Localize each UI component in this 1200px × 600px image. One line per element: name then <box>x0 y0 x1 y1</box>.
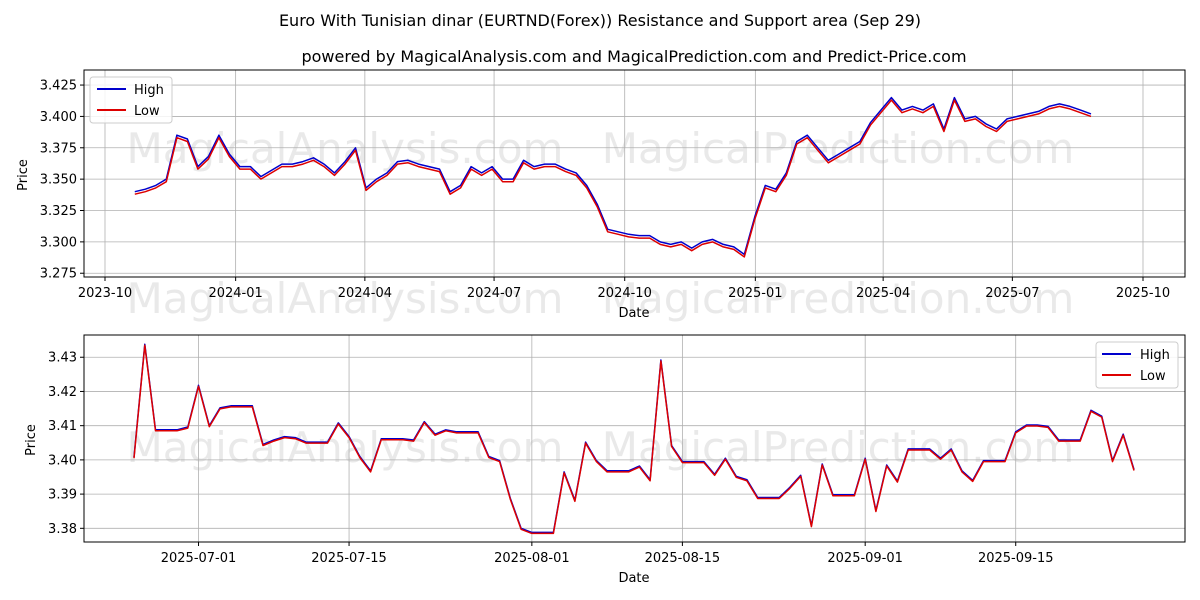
x-tick-label: 2024-01 <box>208 286 262 301</box>
y-tick-label: 3.38 <box>48 522 77 537</box>
series-line-low <box>133 344 1135 535</box>
watermark-bottom-2: MagicalPrediction.com <box>602 423 1075 472</box>
top-x-axis: 2023-10 2024-01 2024-04 2024-07 2024-10 2025-… <box>78 277 1170 301</box>
y-tick-label: 3.42 <box>48 385 77 400</box>
bottom-chart-panel: MagicalAnalysis.com MagicalPrediction.co… <box>24 334 1186 586</box>
watermark-top-1: MagicalAnalysis.com <box>127 124 564 173</box>
x-tick-label: 2024-07 <box>467 286 521 301</box>
bottom-plot-frame <box>83 334 1186 543</box>
x-tick-label: 2025-04 <box>856 286 910 301</box>
y-tick-label: 3.40 <box>48 453 77 468</box>
y-tick-label: 3.400 <box>40 110 77 125</box>
x-tick-label: 2023-10 <box>78 286 132 301</box>
watermark-top-3: MagicalAnalysis.com <box>127 274 564 323</box>
series-line-high <box>134 96 1092 256</box>
top-y-axis-label: Price <box>16 159 31 191</box>
top-x-axis-label: Date <box>618 306 649 321</box>
y-tick-label: 3.325 <box>40 204 77 219</box>
y-tick-label: 3.300 <box>40 235 77 250</box>
top-legend-low-label: Low <box>134 104 160 119</box>
series-line-low <box>134 99 1092 258</box>
top-grid <box>84 70 1185 277</box>
x-tick-label: 2024-04 <box>338 286 392 301</box>
x-tick-label: 2025-07-01 <box>161 551 237 566</box>
chart-title: Euro With Tunisian dinar (EURTND(Forex))… <box>279 11 921 30</box>
x-tick-label: 2025-01 <box>728 286 782 301</box>
series-line-high <box>133 343 1135 534</box>
x-tick-label: 2025-09-01 <box>827 551 903 566</box>
y-tick-label: 3.425 <box>40 79 77 94</box>
bottom-legend-low-label: Low <box>1140 369 1166 384</box>
top-plot-frame <box>83 69 1186 278</box>
x-tick-label: 2025-08-01 <box>494 551 570 566</box>
y-tick-label: 3.39 <box>48 488 77 503</box>
watermark-top-2: MagicalPrediction.com <box>602 124 1075 173</box>
top-chart-panel: MagicalAnalysis.com MagicalPrediction.co… <box>16 69 1186 323</box>
bottom-y-axis: 3.38 3.39 3.40 3.41 3.42 3.43 <box>48 351 84 537</box>
x-tick-label: 2025-08-15 <box>645 551 721 566</box>
bottom-grid <box>84 335 1185 542</box>
bottom-y-axis-label: Price <box>24 424 39 456</box>
bottom-x-axis: 2025-07-01 2025-07-15 2025-08-01 2025-08-15… <box>161 542 1054 566</box>
x-tick-label: 2025-10 <box>1116 286 1170 301</box>
bottom-x-axis-label: Date <box>618 571 649 586</box>
bottom-legend: High Low <box>1095 341 1179 389</box>
chart-subtitle: powered by MagicalAnalysis.com and Magic… <box>301 47 966 66</box>
top-y-axis: 3.275 3.300 3.325 3.350 3.375 3.400 3.425 <box>40 79 84 282</box>
bottom-series-lines <box>133 343 1135 535</box>
y-tick-label: 3.375 <box>40 141 77 156</box>
y-tick-label: 3.41 <box>48 419 77 434</box>
y-tick-label: 3.43 <box>48 351 77 366</box>
top-legend: High Low <box>89 76 173 124</box>
x-tick-label: 2025-07-15 <box>311 551 387 566</box>
y-tick-label: 3.350 <box>40 173 77 188</box>
top-series-lines <box>134 96 1092 258</box>
x-tick-label: 2025-07 <box>985 286 1039 301</box>
top-legend-high-label: High <box>134 83 164 98</box>
watermark-top-4: MagicalPrediction.com <box>602 274 1075 323</box>
x-tick-label: 2024-10 <box>598 286 652 301</box>
x-tick-label: 2025-09-15 <box>978 551 1054 566</box>
bottom-legend-high-label: High <box>1140 348 1170 363</box>
y-tick-label: 3.275 <box>40 267 77 282</box>
